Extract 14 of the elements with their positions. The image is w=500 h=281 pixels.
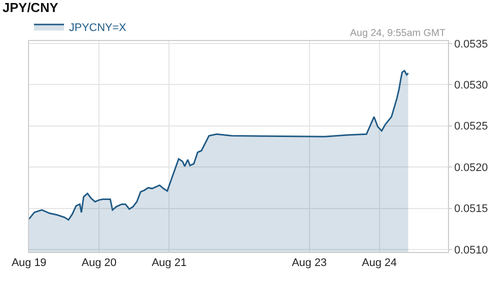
- y-tick-label: 0.0530: [454, 80, 488, 92]
- x-tick-label: Aug 20: [82, 257, 117, 270]
- y-tick-label: 0.0510: [454, 244, 488, 256]
- x-tick-label: Aug 24: [362, 257, 397, 270]
- y-tick-label: 0.0535: [454, 38, 488, 50]
- y-tick-label: 0.0515: [454, 203, 488, 216]
- legend-label: JPYCNY=X: [69, 22, 127, 34]
- x-tick-label: Aug 23: [292, 257, 327, 270]
- chart-title: JPY/CNY: [2, 0, 58, 15]
- text: Aug 24, 9:55am GMT: [350, 28, 446, 39]
- x-tick-label: Aug 19: [12, 257, 46, 270]
- y-tick-label: 0.0525: [454, 120, 488, 133]
- x-tick-label: Aug 21: [152, 257, 187, 270]
- y-tick-label: 0.0520: [454, 162, 488, 174]
